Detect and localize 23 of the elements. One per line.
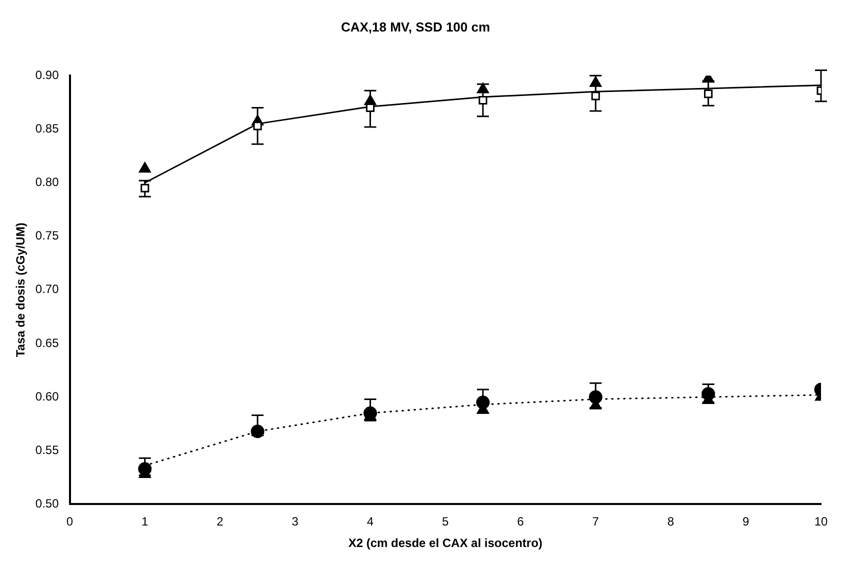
x-tick-label: 2 [216, 514, 224, 529]
x-tick-label: 4 [366, 514, 374, 529]
x-tick-label: 1 [142, 514, 149, 529]
x-tick-label: 10 [814, 514, 828, 529]
y-tick-label: 0.55 [35, 442, 60, 457]
y-tick-label: 0.80 [35, 175, 60, 190]
x-tick-label: 9 [742, 514, 750, 529]
x-tick-label: 7 [592, 514, 600, 529]
y-axis-title: Tasa de dosis (cGy/UM) [14, 222, 28, 358]
x-axis-title: X2 (cm desde el CAX al isocentro) [348, 536, 542, 550]
y-tick-label: 0.65 [35, 336, 60, 350]
x-tick-label: 8 [667, 514, 674, 529]
chart-title: CAX,18 MV, SSD 100 cm [340, 19, 490, 34]
x-tick-label: 0 [66, 514, 74, 529]
y-tick-label: 0.70 [35, 282, 60, 296]
y-tick-label: 0.60 [35, 389, 60, 404]
y-tick-label: 0.50 [35, 496, 60, 511]
x-tick-label: 3 [292, 514, 299, 529]
y-tick-label: 0.90 [35, 68, 60, 82]
y-tick-label: 0.75 [35, 228, 60, 243]
x-tick-label: 5 [442, 514, 450, 529]
y-tick-label: 0.85 [35, 121, 60, 136]
x-tick-label: 6 [517, 514, 524, 529]
